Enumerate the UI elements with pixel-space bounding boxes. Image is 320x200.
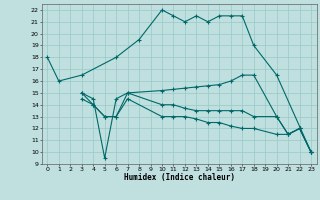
X-axis label: Humidex (Indice chaleur): Humidex (Indice chaleur) bbox=[124, 173, 235, 182]
